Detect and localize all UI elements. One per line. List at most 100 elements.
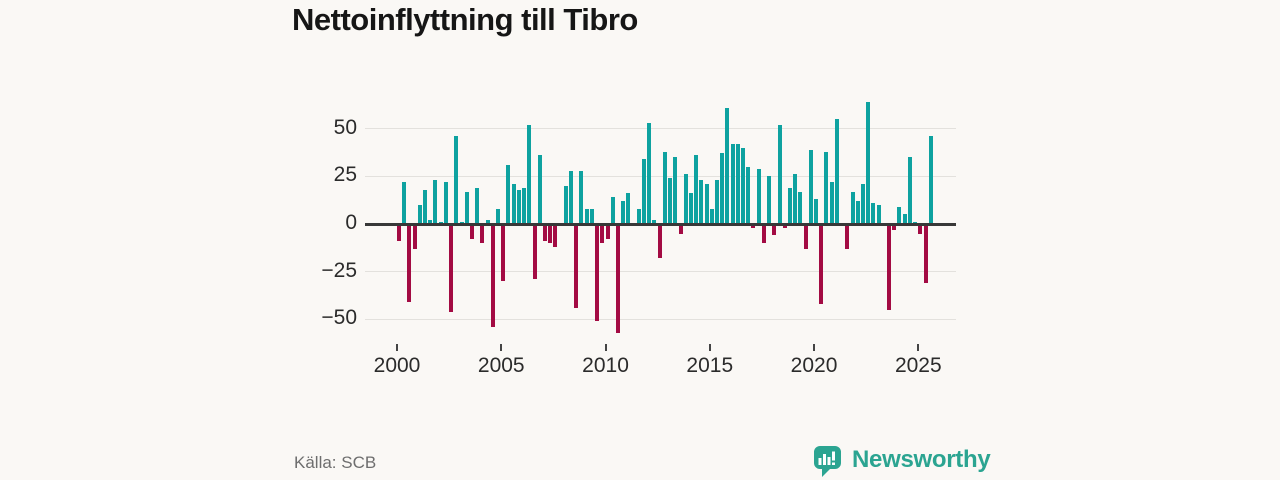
bar [730, 143, 735, 224]
bar [652, 220, 657, 224]
bar [595, 224, 600, 322]
newsworthy-logo: Newsworthy [810, 443, 991, 477]
bar [407, 224, 412, 303]
bar [527, 124, 532, 224]
bar [548, 224, 553, 244]
bar [511, 183, 516, 224]
bar [480, 224, 485, 244]
bar [428, 220, 433, 224]
bar [860, 183, 865, 224]
bar [819, 224, 824, 305]
bar [678, 224, 683, 234]
bar [720, 153, 725, 224]
bar [553, 224, 558, 247]
bar [814, 199, 819, 224]
bar [496, 208, 501, 224]
bar [657, 224, 662, 259]
gridline [365, 318, 956, 320]
bar [824, 151, 829, 224]
bar [443, 182, 448, 224]
bar [683, 174, 688, 224]
x-axis-tick [500, 344, 503, 351]
bar [615, 224, 620, 333]
bar [668, 178, 673, 224]
bar [803, 224, 808, 249]
bar [423, 189, 428, 224]
bar [469, 224, 474, 240]
bar [735, 143, 740, 224]
bar [464, 191, 469, 224]
bar [574, 224, 579, 308]
bar [746, 166, 751, 224]
bar [662, 151, 667, 224]
bar [673, 157, 678, 224]
bar [490, 224, 495, 327]
bar [397, 224, 401, 242]
bar [709, 208, 714, 224]
bar [845, 224, 850, 249]
gridline [365, 175, 956, 177]
bar [537, 155, 542, 224]
bar [714, 180, 719, 224]
x-axis-tick [813, 344, 816, 351]
bar [725, 107, 730, 224]
x-axis-tick-label: 2020 [790, 354, 838, 377]
bar [892, 224, 897, 230]
bar [563, 185, 568, 224]
bar [793, 174, 798, 224]
x-axis-tick-label: 2010 [582, 354, 629, 377]
bar [522, 187, 527, 224]
bar [647, 122, 652, 224]
bar [688, 193, 693, 224]
bar [855, 201, 860, 224]
bar [928, 136, 933, 224]
bar [767, 176, 772, 224]
x-axis-tick [917, 344, 920, 351]
x-axis-tick-label: 2000 [373, 354, 421, 377]
bar [741, 147, 746, 224]
x-axis-tick [708, 344, 711, 351]
bar [787, 187, 792, 224]
bar [412, 224, 417, 249]
bar [636, 208, 641, 224]
bar [876, 204, 881, 224]
gridline [365, 128, 956, 130]
bar [808, 149, 813, 224]
y-axis-tick-label: 25 [333, 163, 357, 187]
bar [782, 224, 787, 228]
bar [871, 203, 876, 224]
newsworthy-wordmark: Newsworthy [852, 446, 991, 473]
bar [694, 155, 699, 224]
bar [621, 201, 626, 224]
bar [600, 224, 605, 244]
chart-title: Nettoinflyttning till Tibro [292, 2, 638, 37]
bar [589, 208, 594, 224]
bar [923, 224, 928, 284]
bar [532, 224, 537, 280]
bar [542, 224, 547, 242]
gridline [365, 271, 956, 273]
bar [417, 204, 422, 224]
bar [756, 168, 761, 224]
bar [516, 189, 521, 224]
bar [402, 182, 407, 224]
source-label: Källa: SCB [294, 453, 377, 472]
bar [699, 180, 704, 224]
bar [704, 183, 709, 224]
bar [866, 101, 871, 224]
x-axis-tick-label: 2015 [686, 354, 734, 377]
bar [610, 197, 615, 224]
bar [642, 159, 646, 224]
bar [454, 136, 459, 224]
bar [506, 164, 511, 224]
bar [501, 224, 506, 282]
bar [475, 187, 480, 224]
bar [761, 224, 766, 244]
bar [626, 193, 631, 224]
bar [850, 191, 855, 224]
bar [485, 220, 490, 224]
bar [918, 224, 923, 234]
y-axis-tick-label: −50 [321, 306, 357, 330]
bar [579, 170, 584, 224]
